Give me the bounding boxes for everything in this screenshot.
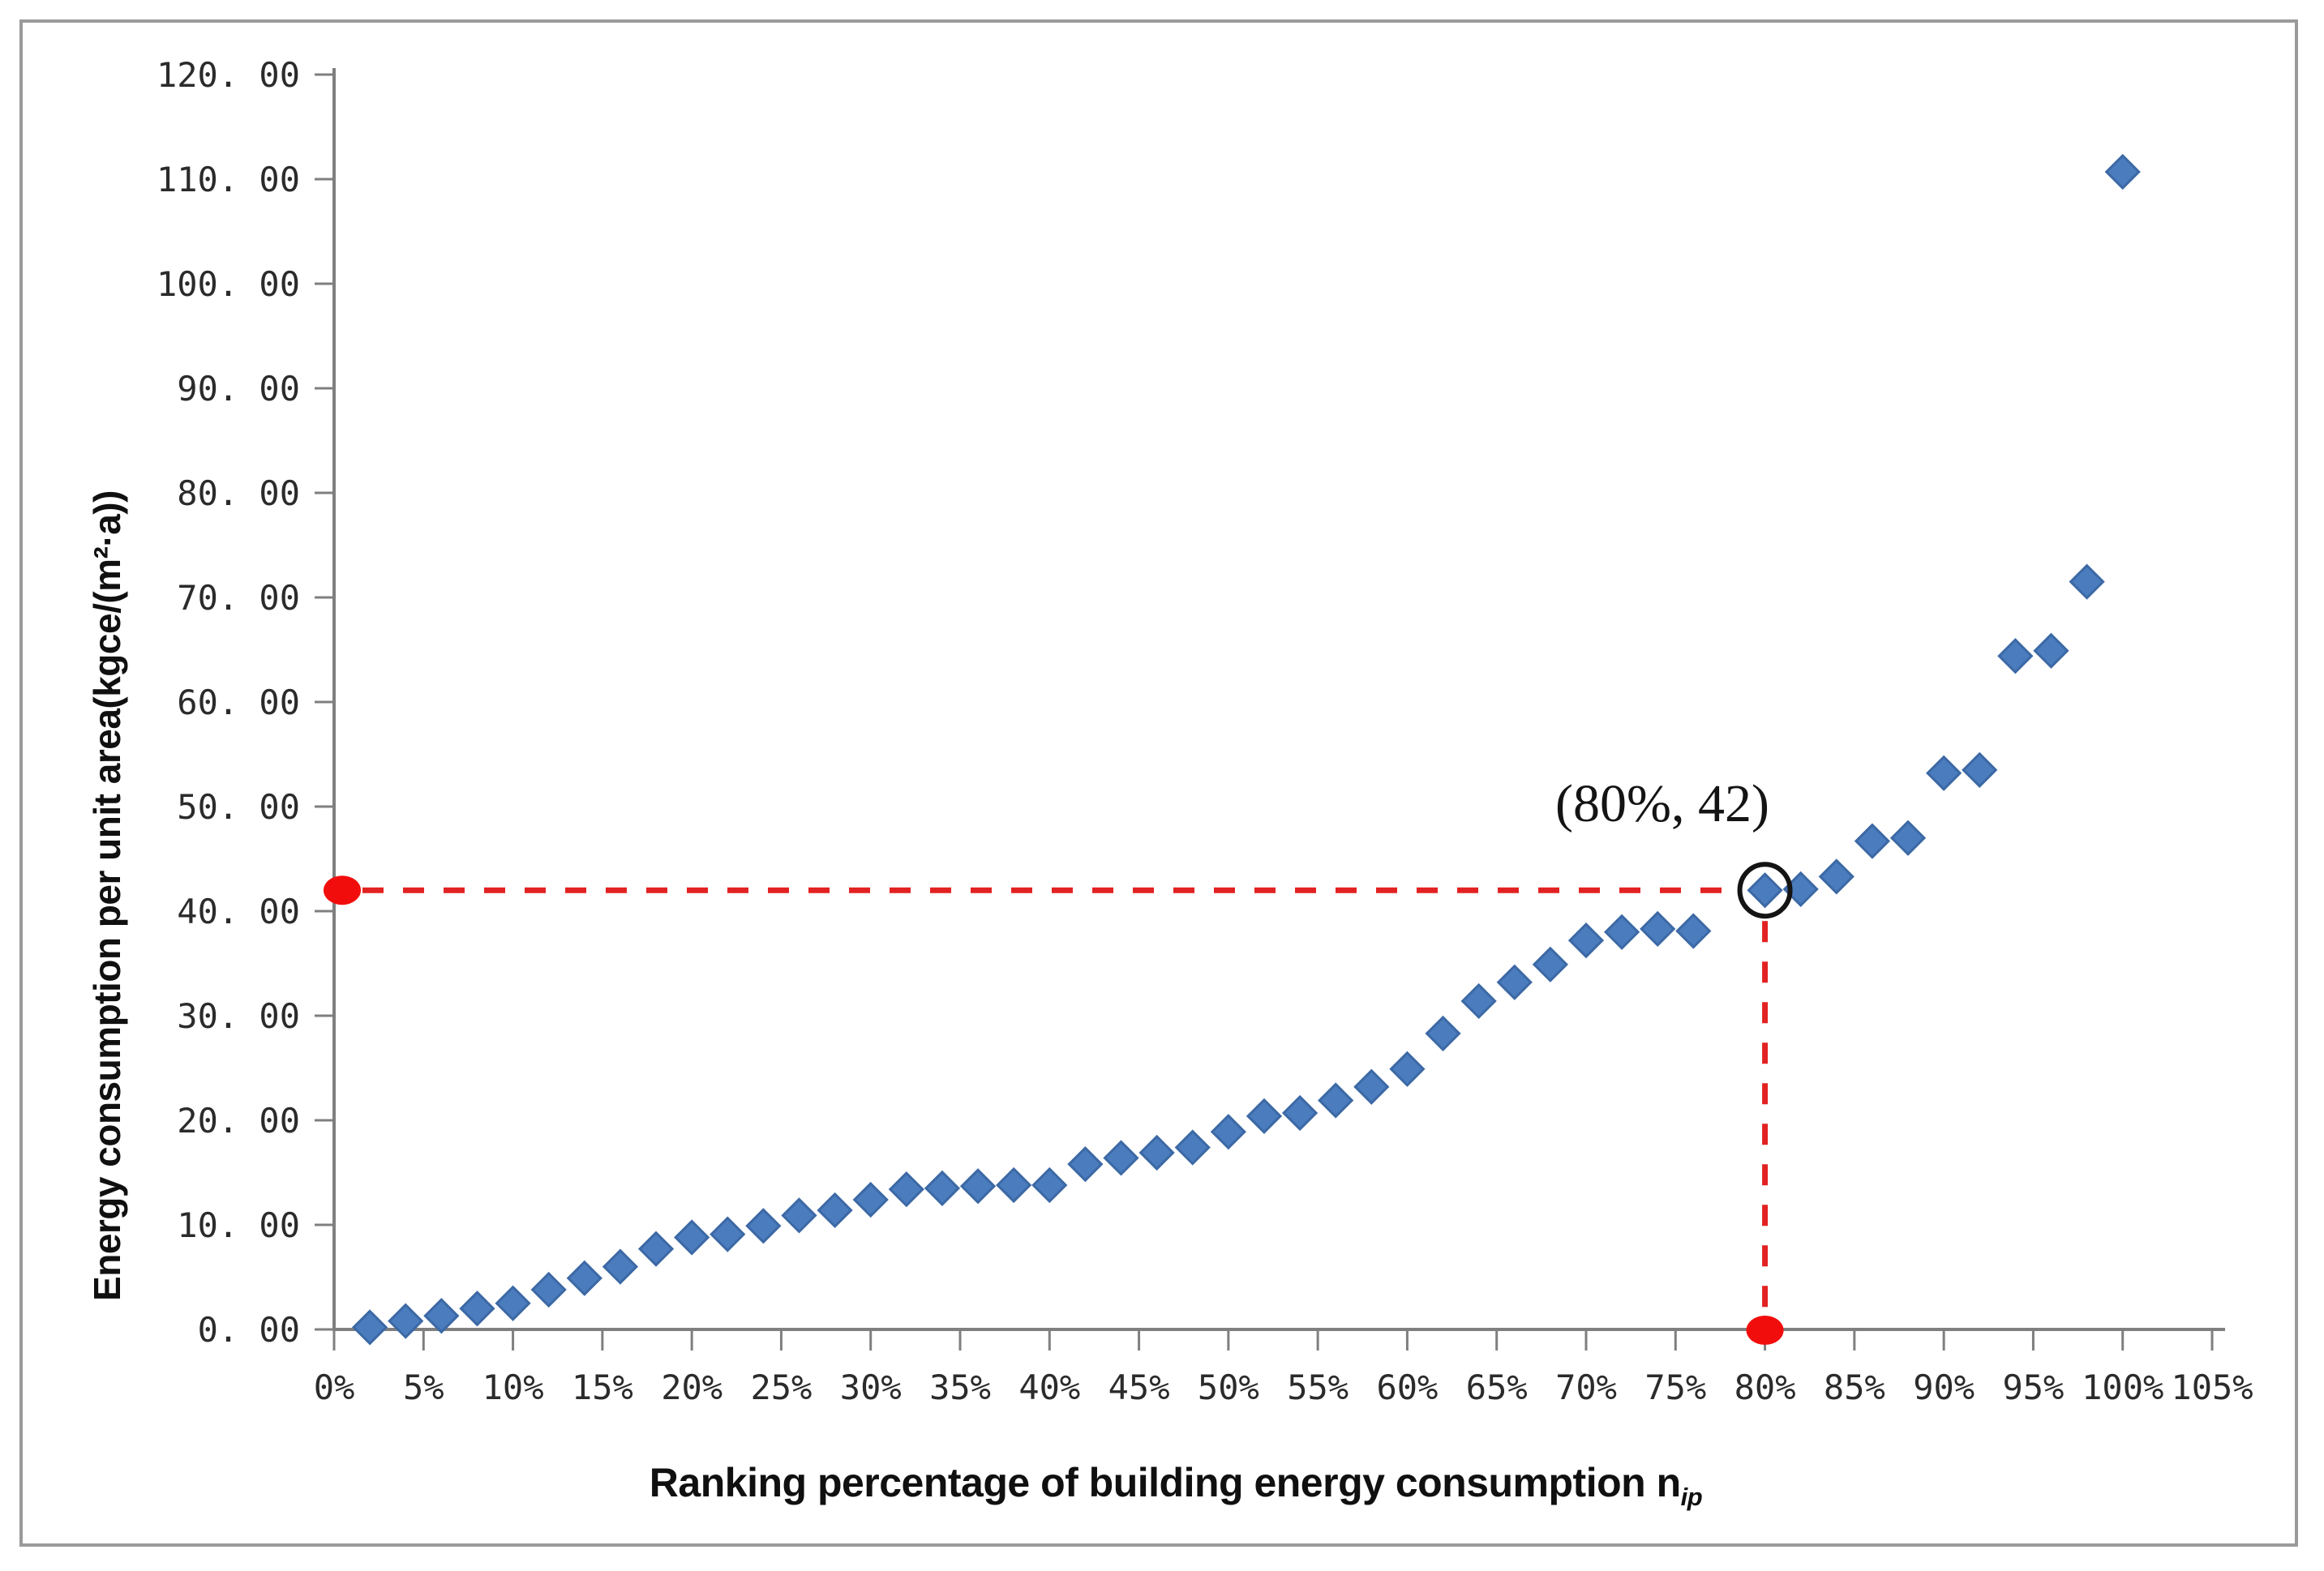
data-point <box>674 1219 710 1256</box>
data-point <box>1567 922 1605 959</box>
data-point <box>888 1171 924 1208</box>
y-tick-label: 120. 00 <box>157 55 300 95</box>
x-axis-title-text: Ranking percentage of building energy co… <box>649 1460 1681 1505</box>
x-tick-label: 20% <box>661 1368 722 1407</box>
x-tick-label: 15% <box>572 1368 633 1407</box>
x-tick-label: 5% <box>403 1368 444 1407</box>
y-tick-label: 60. 00 <box>177 683 300 722</box>
data-point <box>1318 1082 1354 1119</box>
data-point <box>745 1208 782 1244</box>
x-tick-label: 105% <box>2171 1368 2253 1407</box>
y-tick-label: 0. 00 <box>198 1310 300 1350</box>
data-point <box>459 1291 495 1327</box>
data-point <box>1246 1098 1283 1134</box>
data-point <box>1675 913 1712 949</box>
data-point <box>817 1192 853 1229</box>
data-point <box>602 1248 639 1285</box>
x-tick-label: 35% <box>929 1368 991 1407</box>
x-tick-label: 40% <box>1018 1368 1080 1407</box>
x-tick-label: 70% <box>1555 1368 1617 1407</box>
data-point <box>1640 910 1676 948</box>
data-point <box>388 1303 424 1339</box>
x-tick-label: 25% <box>750 1368 812 1407</box>
data-point <box>996 1166 1032 1204</box>
y-tick-label: 10. 00 <box>177 1205 300 1245</box>
data-point <box>566 1260 602 1296</box>
data-point <box>1460 982 1497 1020</box>
y-tick-label: 70. 00 <box>177 578 300 618</box>
data-point <box>1174 1129 1211 1166</box>
data-point <box>1532 946 1569 982</box>
data-point <box>1353 1068 1390 1105</box>
data-point <box>1889 820 1927 856</box>
x-axis-title-subscript: ip <box>1680 1483 1703 1511</box>
data-point <box>423 1298 460 1334</box>
data-point <box>351 1309 388 1346</box>
data-point <box>1997 638 2034 674</box>
data-point <box>1031 1166 1068 1204</box>
x-tick-label: 65% <box>1466 1368 1528 1407</box>
y-tick-label: 30. 00 <box>177 996 300 1036</box>
x-tick-label: 30% <box>840 1368 902 1407</box>
x-tick-label: 80% <box>1734 1368 1796 1407</box>
data-point <box>1389 1051 1426 1087</box>
y-tick-label: 80. 00 <box>177 473 300 513</box>
data-point <box>1281 1094 1319 1132</box>
data-point <box>530 1271 567 1308</box>
y-tick-label: 50. 00 <box>177 787 300 827</box>
data-point <box>1962 751 1998 788</box>
data-point <box>1496 964 1533 1000</box>
x-axis-title: Ranking percentage of building energy co… <box>649 1459 1703 1509</box>
y-tick-label: 20. 00 <box>177 1101 300 1141</box>
data-point <box>781 1197 817 1234</box>
data-point <box>1603 914 1640 950</box>
data-point <box>1425 1015 1461 1052</box>
x-tick-label: 100% <box>2082 1368 2163 1407</box>
data-point <box>852 1181 889 1218</box>
y-tick-label: 110. 00 <box>157 160 300 199</box>
point-annotation-label: (80%, 42) <box>1555 774 1769 833</box>
data-point <box>959 1168 997 1205</box>
data-point <box>2104 153 2141 190</box>
data-point <box>2069 563 2105 600</box>
data-point <box>637 1231 675 1267</box>
data-point <box>1210 1114 1246 1150</box>
x-tick-label: 10% <box>482 1368 544 1407</box>
x-tick-label: 0% <box>314 1368 355 1407</box>
data-point <box>1103 1140 1139 1176</box>
data-point <box>2033 632 2069 669</box>
y-axis-marker-dot <box>324 875 361 905</box>
x-tick-label: 90% <box>1913 1368 1975 1407</box>
data-point <box>924 1170 961 1206</box>
x-axis-marker-dot <box>1746 1316 1784 1345</box>
data-point <box>1926 755 1962 791</box>
data-point <box>1747 872 1783 909</box>
data-point <box>710 1216 746 1252</box>
x-tick-label: 60% <box>1376 1368 1438 1407</box>
x-tick-label: 75% <box>1644 1368 1706 1407</box>
data-point <box>1138 1134 1175 1171</box>
data-point <box>495 1285 531 1321</box>
y-axis-title: Energy consumption per unit area(kgce/(m… <box>86 490 128 1301</box>
figure-border <box>19 19 2298 1547</box>
y-tick-label: 90. 00 <box>177 369 300 409</box>
data-point <box>1854 823 1891 859</box>
data-point <box>1818 858 1854 895</box>
x-tick-label: 55% <box>1287 1368 1349 1407</box>
x-tick-label: 85% <box>1824 1368 1885 1407</box>
x-tick-label: 45% <box>1108 1368 1170 1407</box>
x-tick-label: 50% <box>1198 1368 1259 1407</box>
data-point <box>1067 1146 1104 1183</box>
y-tick-label: 100. 00 <box>157 264 300 304</box>
highlight-circle <box>1737 862 1793 919</box>
y-tick-label: 40. 00 <box>177 892 300 931</box>
x-tick-label: 95% <box>2002 1368 2064 1407</box>
